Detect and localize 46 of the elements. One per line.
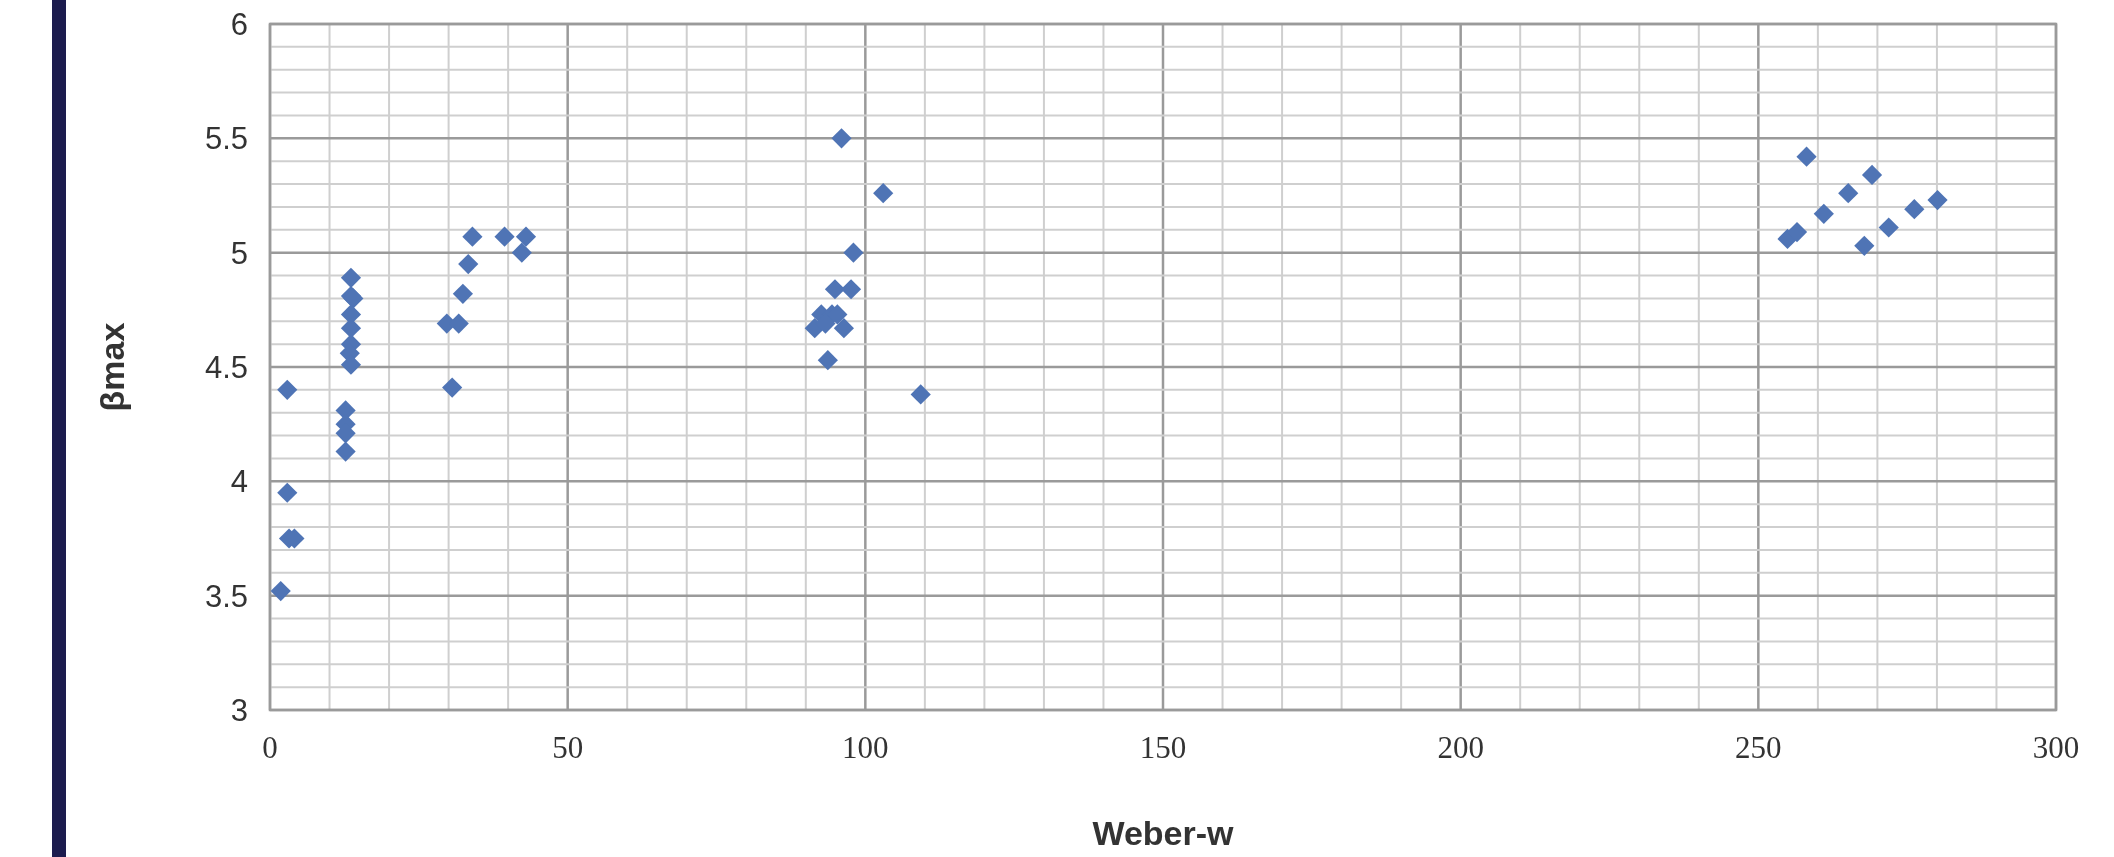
point: [843, 242, 864, 263]
point: [462, 226, 483, 247]
point: [833, 318, 854, 339]
point: [494, 226, 515, 247]
y-tick-label: 3.5: [204, 578, 248, 614]
point: [1854, 235, 1875, 256]
x-tick-label: 250: [1735, 730, 1782, 765]
y-tick-label: 4: [230, 464, 248, 500]
point: [277, 482, 298, 503]
point: [452, 283, 473, 304]
point: [340, 318, 362, 339]
point: [1838, 183, 1859, 204]
y-tick-label: 3: [230, 692, 248, 728]
y-tick-label: 6: [230, 6, 248, 42]
x-tick-label: 100: [842, 730, 889, 765]
point: [458, 254, 479, 275]
y-tick-label: 4.5: [204, 349, 248, 385]
point: [817, 350, 838, 371]
point: [277, 379, 298, 400]
x-tick-label: 50: [552, 730, 584, 765]
point: [270, 581, 291, 602]
point: [1904, 199, 1925, 220]
point: [335, 441, 356, 462]
y-tick-label: 5: [230, 235, 248, 271]
point: [1878, 217, 1899, 238]
point: [824, 279, 846, 300]
point: [1813, 203, 1834, 224]
point: [910, 384, 931, 405]
x-axis-title: Weber-w: [1092, 814, 1235, 852]
x-tick-label: 200: [1437, 730, 1484, 765]
y-tick-label: 5.5: [204, 121, 248, 157]
point: [1861, 164, 1883, 186]
x-tick-label: 0: [262, 730, 278, 765]
point: [340, 267, 362, 288]
point: [1796, 146, 1817, 167]
x-tick-label: 150: [1139, 730, 1187, 765]
y-axis-title: βmax: [93, 322, 131, 412]
point: [873, 183, 894, 204]
point: [831, 128, 852, 149]
x-tick-label: 300: [2032, 730, 2080, 765]
point: [515, 226, 537, 247]
point: [1786, 221, 1808, 243]
point: [511, 242, 532, 263]
point: [840, 279, 862, 300]
point: [1927, 189, 1948, 211]
point: [442, 377, 463, 398]
